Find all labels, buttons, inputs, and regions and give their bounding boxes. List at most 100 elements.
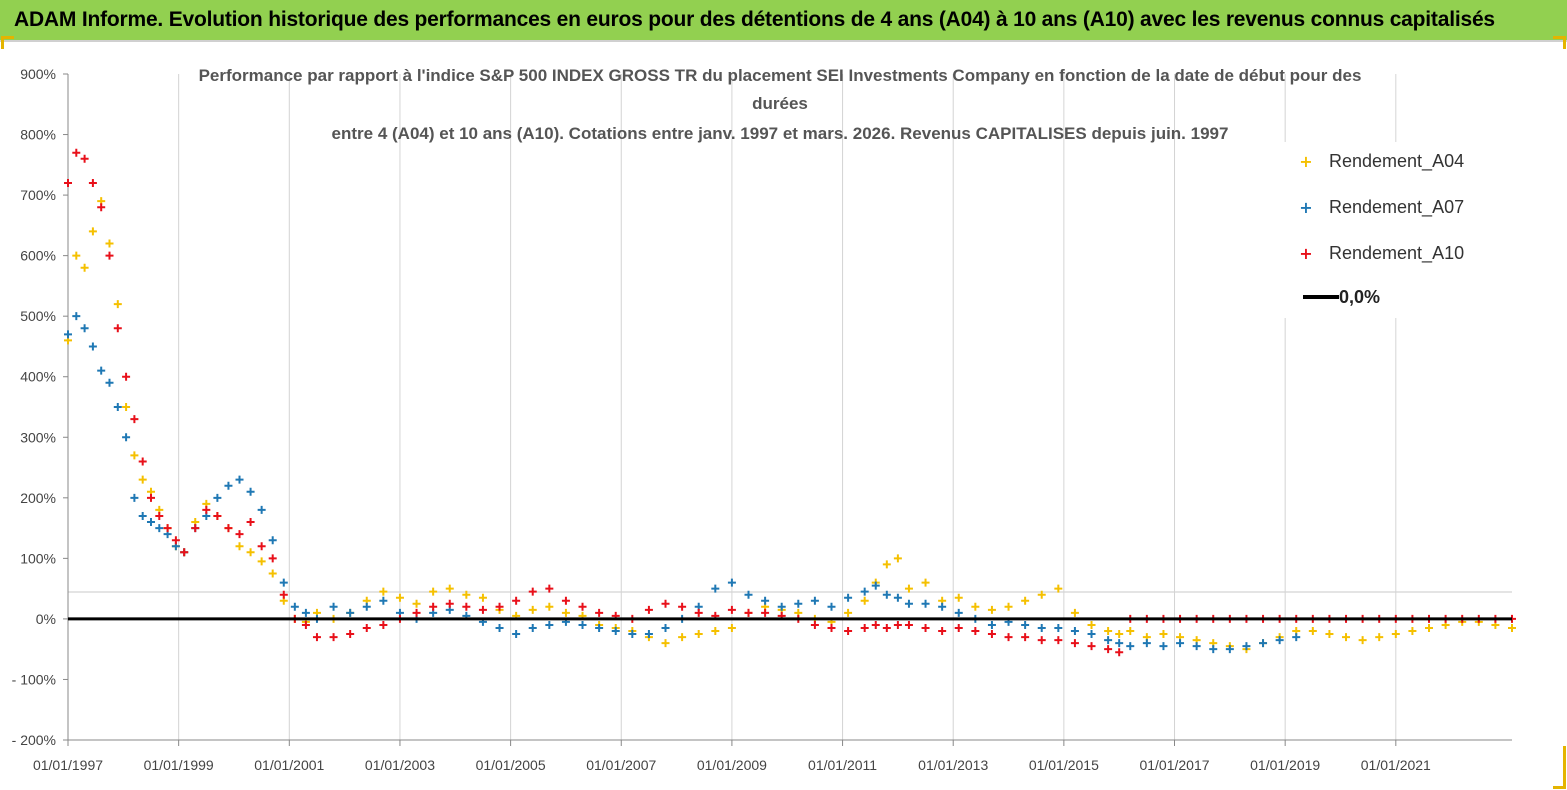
x-tick-label: 01/01/1997 — [33, 757, 103, 773]
x-tick-label: 01/01/1999 — [144, 757, 214, 773]
data-point — [1275, 636, 1284, 645]
data-point — [528, 587, 537, 596]
legend-item-a04: + Rendement_A04 — [1283, 146, 1464, 176]
data-point — [105, 378, 114, 387]
data-point — [1054, 636, 1063, 645]
data-point — [379, 596, 388, 605]
data-point — [202, 505, 211, 514]
data-point — [495, 623, 504, 632]
data-point — [871, 620, 880, 629]
data-point — [971, 602, 980, 611]
data-point — [971, 627, 980, 636]
data-point — [462, 602, 471, 611]
legend-item-a07: + Rendement_A07 — [1283, 192, 1464, 222]
y-tick-label: - 100% — [12, 671, 56, 687]
y-tick-label: 900% — [20, 66, 56, 82]
y-tick-label: 400% — [20, 369, 56, 385]
data-point — [987, 630, 996, 639]
data-point — [138, 511, 147, 520]
data-point — [138, 475, 147, 484]
data-point — [97, 203, 106, 212]
data-point — [1391, 630, 1400, 639]
data-point — [1176, 639, 1185, 648]
data-point — [1087, 620, 1096, 629]
data-point — [528, 605, 537, 614]
legend-label-zero: 0,0% — [1339, 286, 1381, 307]
data-point — [268, 536, 277, 545]
data-point — [893, 554, 902, 563]
data-point — [462, 590, 471, 599]
legend-label-a10: Rendement_A10 — [1329, 242, 1465, 263]
data-point — [1115, 639, 1124, 648]
data-point — [301, 608, 310, 617]
data-point — [1070, 639, 1079, 648]
data-point — [329, 602, 338, 611]
data-point — [346, 630, 355, 639]
data-point — [122, 403, 131, 411]
data-point — [727, 605, 736, 614]
data-point — [545, 584, 554, 593]
data-point — [694, 630, 703, 639]
data-point — [512, 596, 521, 605]
data-point — [844, 608, 853, 617]
data-point — [893, 620, 902, 629]
data-point — [882, 623, 891, 632]
legend-zero-line-swatch — [1303, 295, 1339, 299]
y-tick-label: 700% — [20, 187, 56, 203]
data-point — [138, 457, 147, 466]
data-point — [1004, 602, 1013, 611]
banner: ADAM Informe. Evolution historique des p… — [0, 0, 1567, 42]
data-point — [257, 557, 266, 566]
data-point — [528, 623, 537, 632]
data-point — [611, 627, 620, 636]
data-point — [694, 608, 703, 617]
data-point — [860, 623, 869, 632]
data-point — [1325, 630, 1334, 639]
data-point — [954, 608, 963, 617]
y-tick-label: 300% — [20, 429, 56, 445]
data-point — [235, 542, 244, 551]
data-point — [224, 524, 233, 533]
data-point — [72, 312, 81, 321]
data-point — [213, 511, 222, 520]
data-point — [1087, 642, 1096, 651]
y-tick-label: 800% — [20, 127, 56, 143]
data-point — [97, 366, 106, 375]
legend-marker-a07: + — [1299, 197, 1313, 217]
data-point — [1126, 642, 1135, 651]
data-point — [429, 602, 438, 611]
data-point — [246, 548, 255, 557]
data-point — [395, 593, 404, 602]
y-tick-label: 0% — [36, 611, 56, 627]
data-point — [478, 593, 487, 602]
data-point — [72, 148, 81, 157]
data-point — [1021, 620, 1030, 629]
data-point — [1425, 623, 1434, 632]
data-point — [246, 518, 255, 527]
corner-mark-bottom-right — [1553, 746, 1566, 789]
data-point — [362, 623, 371, 632]
data-point — [146, 493, 155, 502]
data-point — [122, 372, 131, 381]
data-point — [1070, 608, 1079, 617]
y-tick-label: 200% — [20, 490, 56, 506]
x-tick-label: 01/01/2001 — [254, 757, 324, 773]
data-point — [1070, 627, 1079, 636]
data-point — [64, 178, 72, 187]
data-point — [1192, 642, 1201, 651]
data-point — [938, 602, 947, 611]
data-point — [844, 593, 853, 602]
data-point — [445, 584, 454, 593]
data-point — [163, 524, 172, 533]
corner-mark-top-left — [1, 36, 14, 49]
data-point — [871, 581, 880, 590]
data-point — [661, 639, 670, 648]
data-point — [1115, 630, 1124, 639]
data-point — [1209, 645, 1218, 654]
data-point — [938, 627, 947, 636]
data-point — [1104, 645, 1113, 654]
data-point — [113, 403, 122, 411]
x-tick-label: 01/01/2009 — [697, 757, 767, 773]
data-point — [1358, 636, 1367, 645]
data-point — [130, 415, 139, 424]
